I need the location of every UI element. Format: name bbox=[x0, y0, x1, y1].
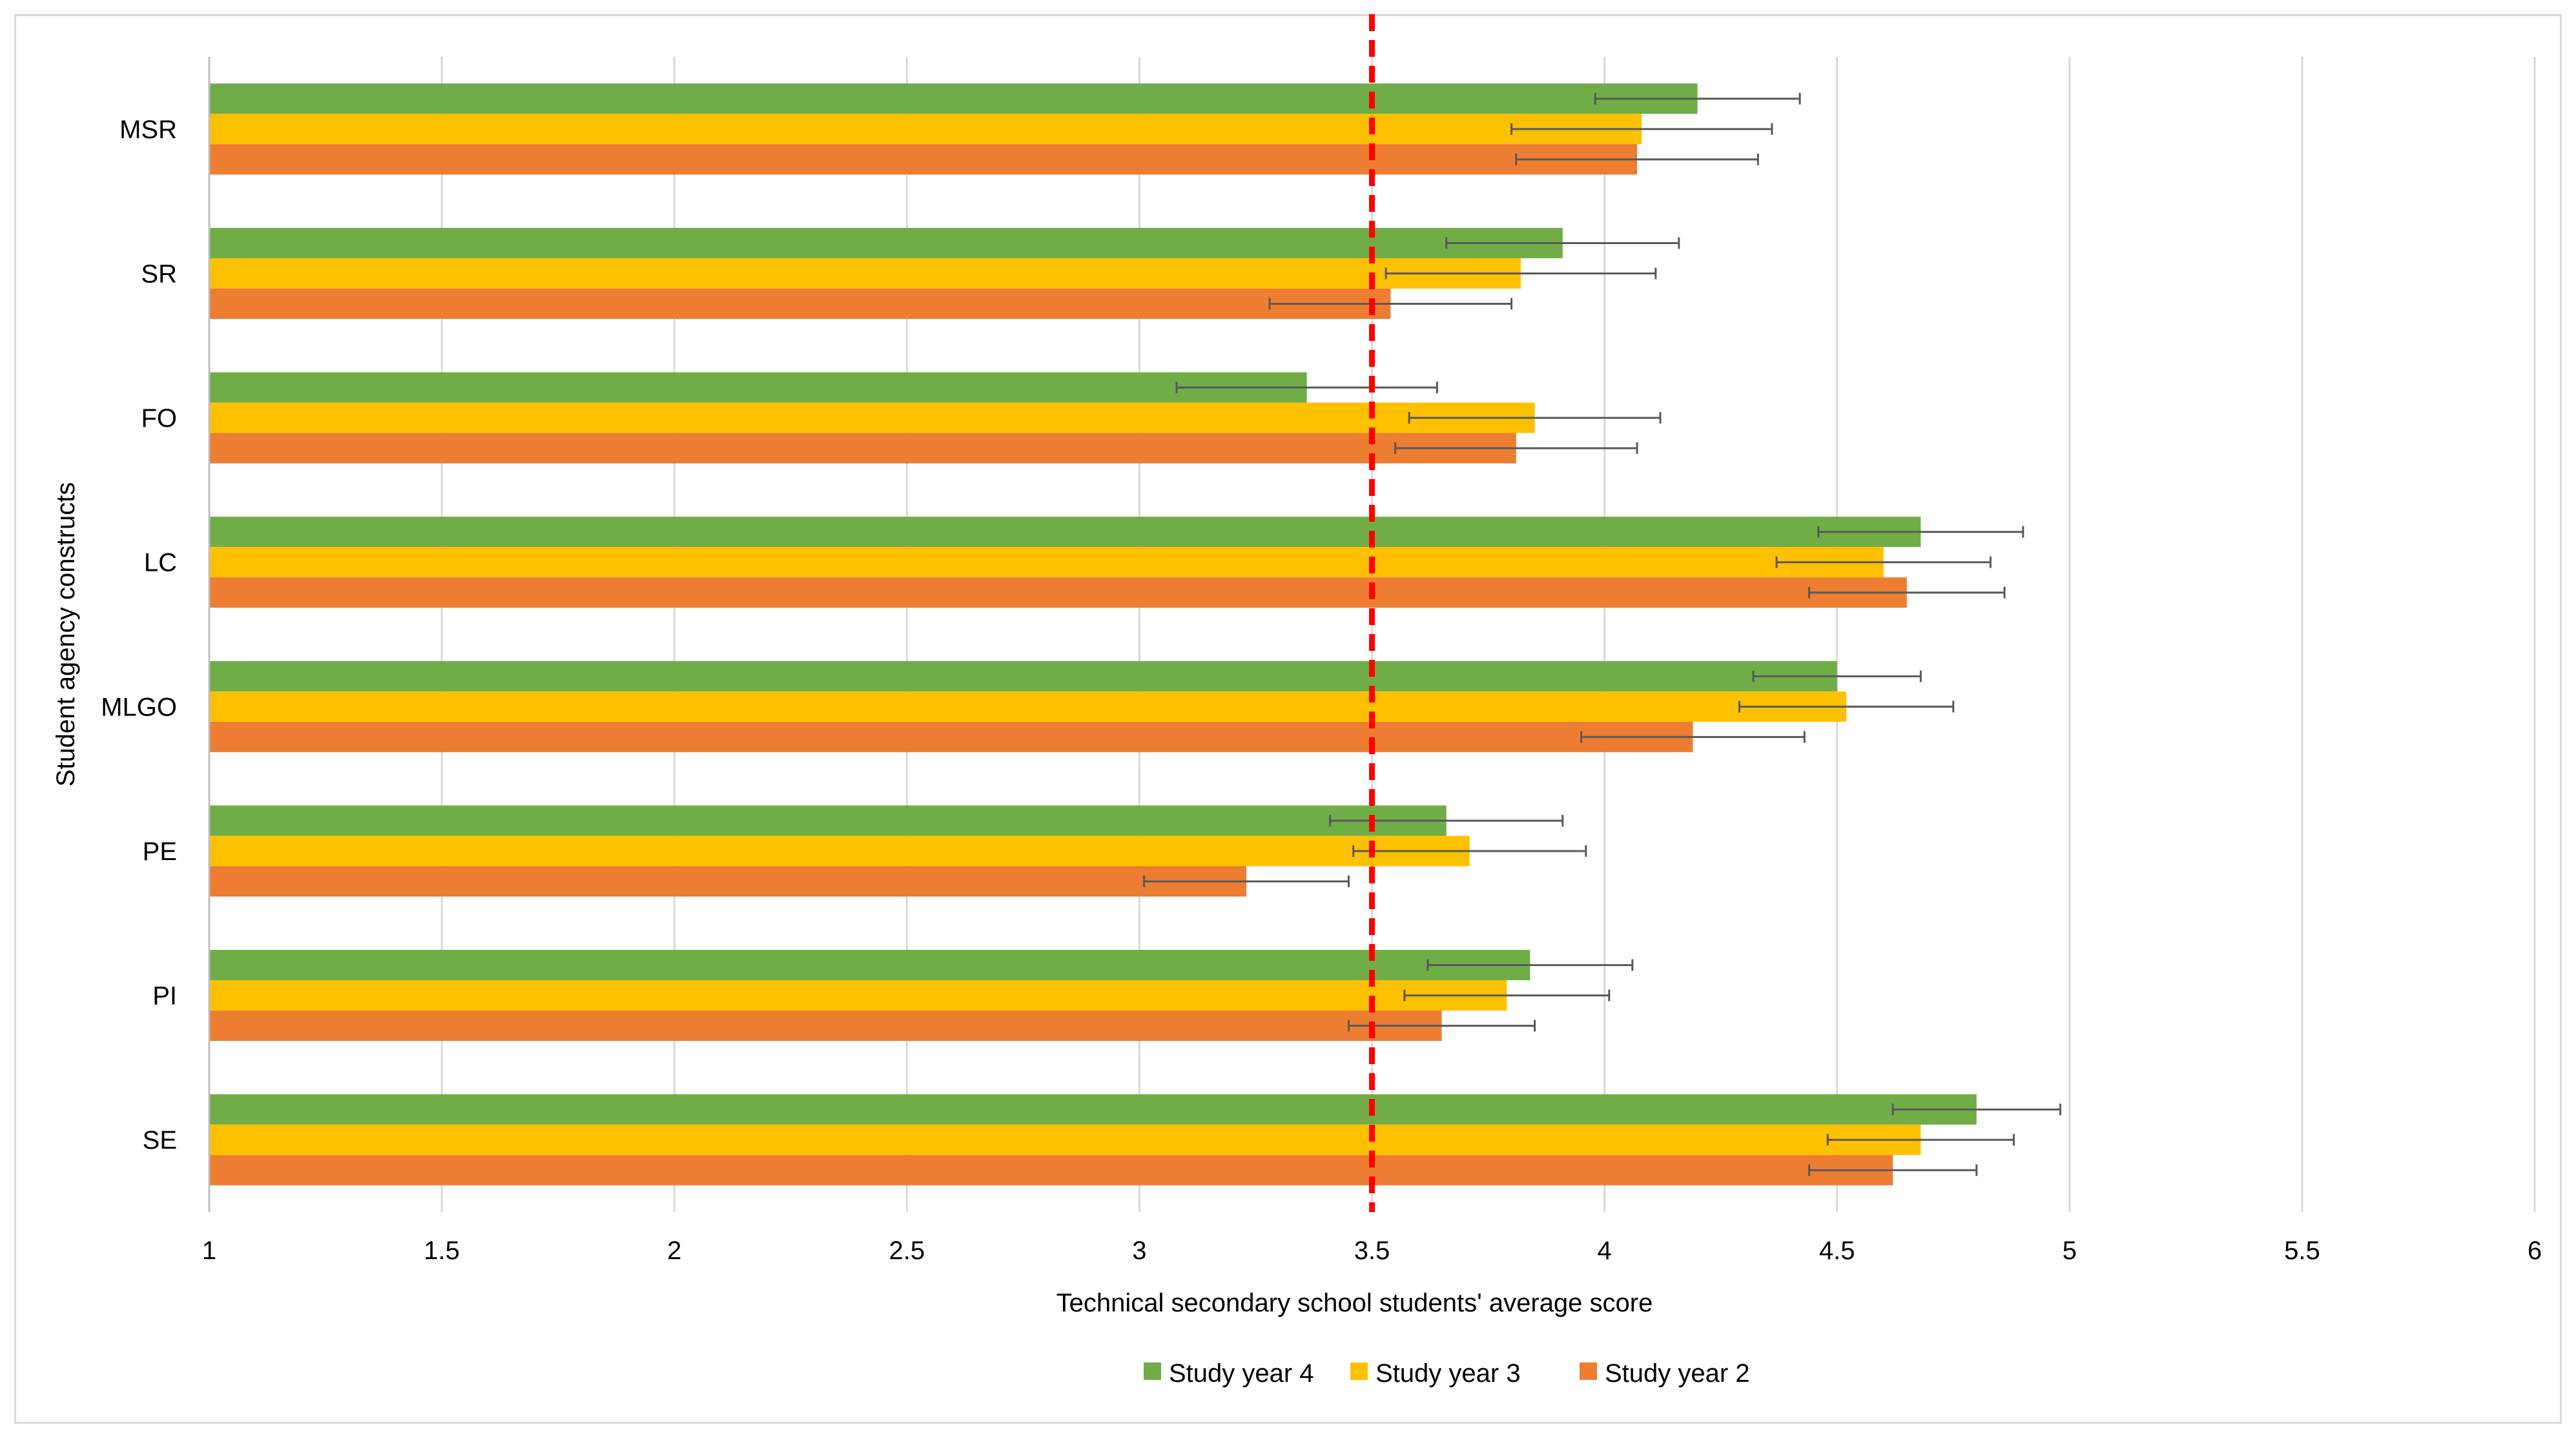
bar bbox=[209, 1124, 1921, 1155]
bar bbox=[209, 866, 1247, 897]
error-bar bbox=[1515, 153, 1759, 165]
error-bar bbox=[1580, 731, 1806, 743]
error-bar bbox=[1752, 670, 1922, 683]
legend-label: Study year 3 bbox=[1376, 1359, 1521, 1388]
bar bbox=[209, 1094, 1977, 1125]
bar bbox=[209, 433, 1516, 464]
legend-item: Study year 4 bbox=[1144, 1359, 1314, 1388]
error-bar bbox=[1403, 989, 1611, 1001]
legend-item: Study year 2 bbox=[1580, 1359, 1750, 1388]
error-bar bbox=[1808, 586, 2006, 599]
error-bar bbox=[1394, 442, 1638, 455]
error-bar bbox=[1891, 1104, 2061, 1116]
error-bar bbox=[1510, 123, 1773, 135]
bar bbox=[209, 258, 1521, 289]
error-bars bbox=[1143, 92, 2061, 1176]
error-bar bbox=[1143, 875, 1350, 887]
category-label: SR bbox=[141, 260, 177, 288]
legend-swatch bbox=[1350, 1362, 1368, 1380]
bar bbox=[209, 547, 1884, 578]
legend: Study year 4 Study year 3 Study year 2 bbox=[1144, 1359, 1750, 1388]
x-tick-label: 6 bbox=[2528, 1237, 2542, 1265]
error-bar bbox=[1738, 701, 1955, 713]
bar bbox=[209, 1155, 1893, 1186]
x-tick-label: 3.5 bbox=[1354, 1237, 1390, 1265]
bar bbox=[209, 577, 1907, 608]
legend-label: Study year 4 bbox=[1169, 1359, 1314, 1388]
error-bar bbox=[1445, 237, 1680, 249]
x-tick-label: 5 bbox=[2063, 1237, 2077, 1265]
bar bbox=[209, 402, 1535, 433]
bar bbox=[209, 372, 1307, 403]
error-bar bbox=[1826, 1134, 2015, 1146]
error-bar bbox=[1775, 556, 1992, 568]
error-bar bbox=[1268, 298, 1513, 310]
bar bbox=[209, 517, 1921, 548]
error-bar bbox=[1808, 1164, 1978, 1176]
category-label: MSR bbox=[119, 116, 177, 144]
bar bbox=[209, 980, 1507, 1011]
legend-swatch bbox=[1580, 1362, 1597, 1380]
category-label: MLGO bbox=[101, 693, 177, 721]
error-bar bbox=[1594, 92, 1801, 105]
error-bar bbox=[1385, 267, 1657, 280]
bar bbox=[209, 1011, 1442, 1042]
axes: 1 1.5 2 2.5 3 3.5 4 4.5 5 5.5 6 MSR SR FO LC MLGO PE PI SE bbox=[101, 57, 2542, 1265]
error-bar bbox=[1347, 1020, 1536, 1032]
bar bbox=[209, 288, 1391, 319]
bar bbox=[209, 114, 1642, 145]
x-tick-label: 1 bbox=[202, 1237, 216, 1265]
error-bar bbox=[1175, 382, 1438, 394]
x-tick-label: 5.5 bbox=[2284, 1237, 2320, 1265]
bar bbox=[209, 227, 1563, 258]
error-bar bbox=[1352, 845, 1587, 857]
error-bar bbox=[1329, 814, 1564, 827]
bar bbox=[209, 950, 1530, 981]
bar bbox=[209, 144, 1638, 175]
x-tick-label: 2.5 bbox=[889, 1237, 925, 1265]
category-label: FO bbox=[141, 404, 177, 433]
category-label: PE bbox=[143, 837, 177, 866]
x-tick-label: 3 bbox=[1132, 1237, 1146, 1265]
bar bbox=[209, 691, 1847, 722]
error-bar bbox=[1427, 959, 1634, 971]
category-label: SE bbox=[143, 1126, 177, 1155]
bar bbox=[209, 83, 1698, 114]
legend-swatch bbox=[1144, 1362, 1161, 1380]
x-tick-label: 4.5 bbox=[1819, 1237, 1855, 1265]
category-label: PI bbox=[152, 982, 177, 1011]
bars bbox=[209, 83, 1977, 1186]
y-axis-title: Student agency constructs bbox=[52, 482, 80, 786]
bar bbox=[209, 721, 1693, 752]
bar bbox=[209, 836, 1470, 867]
x-tick-label: 1.5 bbox=[424, 1237, 460, 1265]
error-bar bbox=[1817, 526, 2025, 538]
legend-item: Study year 3 bbox=[1350, 1359, 1521, 1388]
bar bbox=[209, 661, 1837, 692]
legend-label: Study year 2 bbox=[1605, 1359, 1750, 1388]
x-tick-label: 4 bbox=[1597, 1237, 1611, 1265]
error-bar bbox=[1408, 412, 1662, 424]
bar bbox=[209, 805, 1447, 836]
x-axis-title: Technical secondary school students' ave… bbox=[1056, 1289, 1653, 1317]
category-label: LC bbox=[144, 549, 177, 577]
x-tick-label: 2 bbox=[667, 1237, 681, 1265]
